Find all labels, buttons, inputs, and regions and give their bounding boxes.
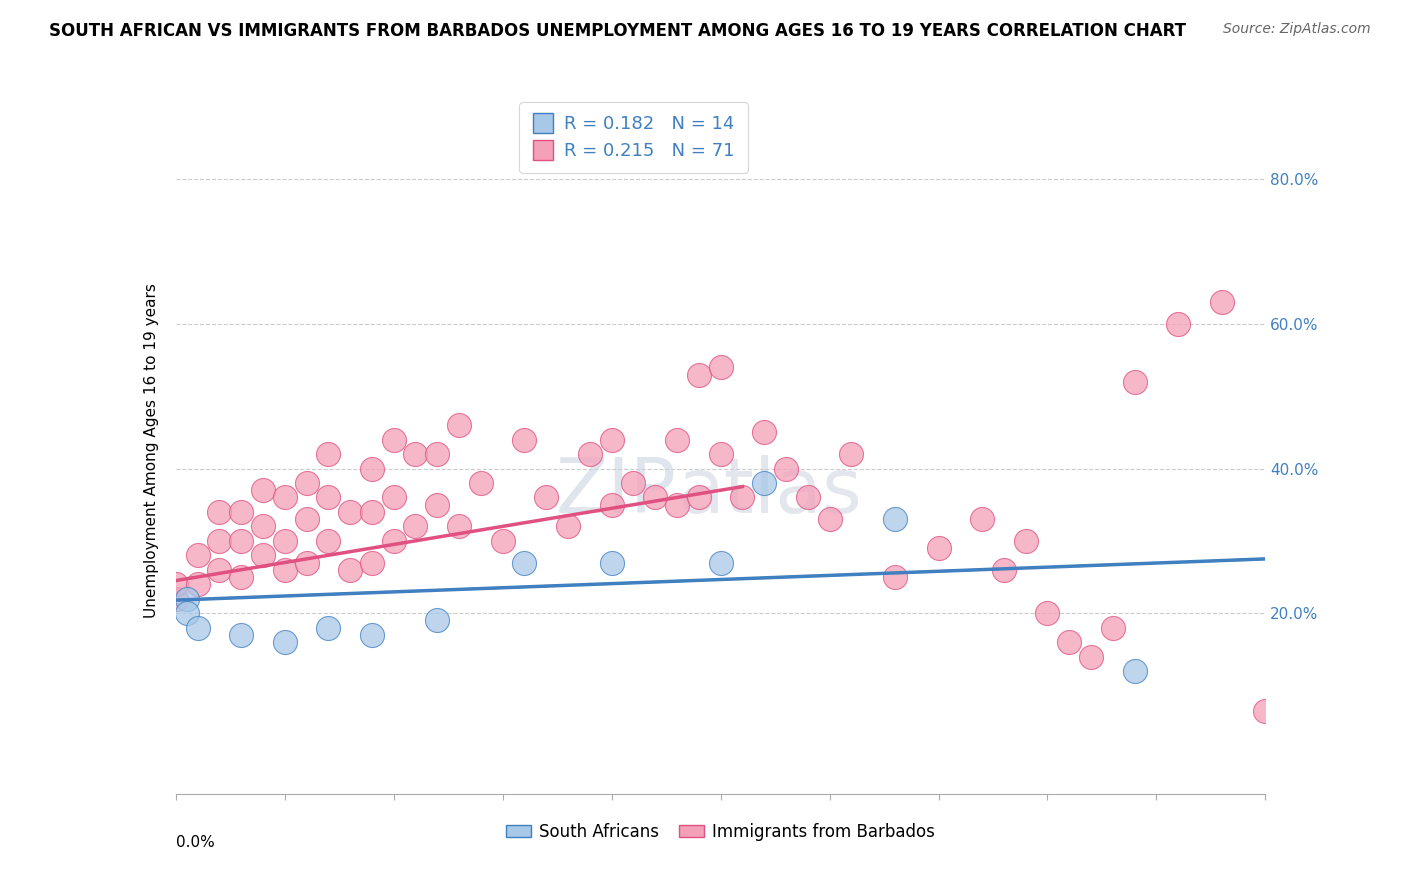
Point bbox=[754, 475, 776, 490]
Point bbox=[688, 368, 710, 382]
Text: SOUTH AFRICAN VS IMMIGRANTS FROM BARBADOS UNEMPLOYMENT AMONG AGES 16 TO 19 YEARS: SOUTH AFRICAN VS IMMIGRANTS FROM BARBADO… bbox=[49, 22, 1187, 40]
Point bbox=[1057, 635, 1080, 649]
Point bbox=[405, 519, 427, 533]
Point bbox=[1167, 317, 1189, 331]
Point bbox=[1080, 649, 1102, 664]
Point bbox=[165, 577, 187, 591]
Point bbox=[165, 591, 187, 606]
Point bbox=[447, 519, 470, 533]
Point bbox=[1123, 664, 1146, 678]
Point bbox=[710, 556, 733, 570]
Point bbox=[176, 606, 198, 620]
Point bbox=[644, 491, 666, 505]
Point bbox=[318, 533, 340, 548]
Text: atlas: atlas bbox=[678, 455, 862, 529]
Point bbox=[731, 491, 754, 505]
Point bbox=[1015, 533, 1038, 548]
Point bbox=[600, 433, 623, 447]
Point bbox=[710, 360, 733, 375]
Text: 0.0%: 0.0% bbox=[176, 835, 215, 850]
Point bbox=[754, 425, 776, 440]
Point bbox=[252, 483, 274, 498]
Point bbox=[382, 433, 405, 447]
Legend: South Africans, Immigrants from Barbados: South Africans, Immigrants from Barbados bbox=[499, 816, 942, 847]
Point bbox=[318, 491, 340, 505]
Point bbox=[710, 447, 733, 461]
Point bbox=[186, 577, 209, 591]
Text: Source: ZipAtlas.com: Source: ZipAtlas.com bbox=[1223, 22, 1371, 37]
Point bbox=[231, 570, 253, 584]
Point bbox=[360, 505, 382, 519]
Point bbox=[426, 498, 449, 512]
Point bbox=[339, 505, 361, 519]
Point bbox=[513, 433, 536, 447]
Point bbox=[382, 533, 405, 548]
Point bbox=[1102, 621, 1125, 635]
Point bbox=[1036, 606, 1059, 620]
Point bbox=[1123, 375, 1146, 389]
Point bbox=[231, 505, 253, 519]
Point bbox=[534, 491, 557, 505]
Point bbox=[360, 461, 382, 475]
Text: ZIP: ZIP bbox=[557, 455, 678, 529]
Point bbox=[360, 556, 382, 570]
Point bbox=[339, 563, 361, 577]
Point bbox=[208, 533, 231, 548]
Point bbox=[295, 512, 318, 526]
Point bbox=[884, 512, 907, 526]
Point bbox=[621, 475, 644, 490]
Point bbox=[928, 541, 950, 555]
Point bbox=[688, 491, 710, 505]
Point bbox=[426, 613, 449, 627]
Point bbox=[884, 570, 907, 584]
Point bbox=[176, 591, 198, 606]
Point bbox=[970, 512, 993, 526]
Point bbox=[557, 519, 579, 533]
Point bbox=[274, 533, 297, 548]
Point bbox=[208, 563, 231, 577]
Point bbox=[513, 556, 536, 570]
Point bbox=[666, 498, 689, 512]
Point bbox=[252, 549, 274, 563]
Point bbox=[579, 447, 602, 461]
Point bbox=[208, 505, 231, 519]
Point bbox=[186, 621, 209, 635]
Point bbox=[318, 621, 340, 635]
Point bbox=[447, 418, 470, 433]
Point bbox=[775, 461, 797, 475]
Point bbox=[818, 512, 841, 526]
Point bbox=[360, 628, 382, 642]
Point bbox=[1254, 704, 1277, 718]
Point bbox=[993, 563, 1015, 577]
Point bbox=[318, 447, 340, 461]
Point bbox=[492, 533, 515, 548]
Point bbox=[405, 447, 427, 461]
Point bbox=[426, 447, 449, 461]
Point bbox=[295, 556, 318, 570]
Point bbox=[470, 475, 492, 490]
Point bbox=[382, 491, 405, 505]
Point bbox=[295, 475, 318, 490]
Point bbox=[231, 533, 253, 548]
Point bbox=[274, 491, 297, 505]
Point bbox=[252, 519, 274, 533]
Point bbox=[231, 628, 253, 642]
Point bbox=[600, 498, 623, 512]
Point bbox=[666, 433, 689, 447]
Point bbox=[1211, 295, 1233, 310]
Point bbox=[841, 447, 863, 461]
Y-axis label: Unemployment Among Ages 16 to 19 years: Unemployment Among Ages 16 to 19 years bbox=[143, 283, 159, 618]
Point bbox=[600, 556, 623, 570]
Point bbox=[274, 635, 297, 649]
Point bbox=[797, 491, 820, 505]
Point bbox=[186, 549, 209, 563]
Point bbox=[274, 563, 297, 577]
